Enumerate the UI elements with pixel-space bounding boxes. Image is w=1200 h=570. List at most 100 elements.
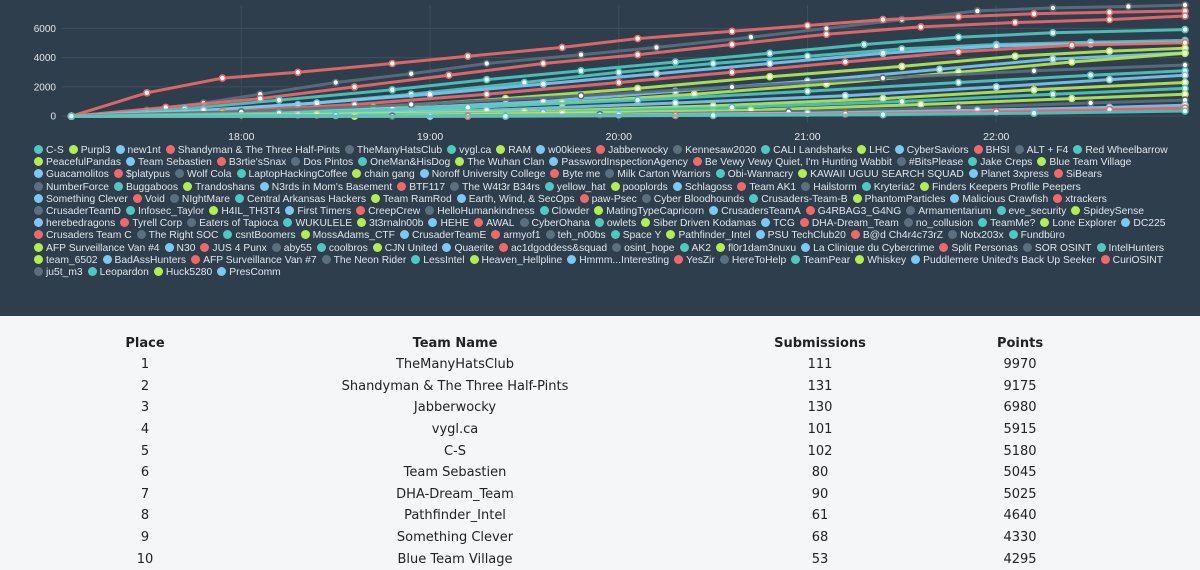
legend-entry[interactable]: teh_n00bs: [545, 230, 606, 242]
legend-entry[interactable]: Quaerite: [442, 242, 494, 255]
legend-entry[interactable]: TCG: [761, 218, 795, 230]
legend-entry[interactable]: Central Arkansas Hackers: [234, 193, 366, 206]
legend-entry[interactable]: Obi-Wannacry: [715, 169, 793, 181]
legend-entry[interactable]: Whiskey: [855, 254, 906, 267]
legend-entry[interactable]: The Wuhan Clan: [455, 157, 544, 169]
legend-entry[interactable]: CuriOSINT: [1100, 254, 1163, 267]
legend-entry[interactable]: ALT + F4: [1014, 145, 1068, 157]
legend-entry[interactable]: La Clinique du Cybercrime: [801, 242, 934, 255]
legend-entry[interactable]: owlets: [594, 218, 636, 230]
legend-entry[interactable]: Schlagoss: [672, 181, 732, 194]
legend-entry[interactable]: BHSI: [973, 145, 1010, 157]
legend-entry[interactable]: SOR OSINT: [1022, 242, 1092, 255]
legend-entry[interactable]: Tyrell Corp: [120, 218, 182, 230]
team-name-cell[interactable]: C-S: [443, 443, 467, 459]
legend-entry[interactable]: PhantomParticles: [852, 193, 945, 206]
legend-entry[interactable]: CrusadersTeamA: [709, 206, 801, 218]
legend-entry[interactable]: herebedragons: [34, 218, 115, 230]
legend-entry[interactable]: 3t3rnaln00b: [357, 218, 423, 230]
legend-entry[interactable]: Byte me: [550, 169, 600, 181]
legend-entry[interactable]: vygl.ca: [447, 145, 491, 157]
legend-entry[interactable]: HelloHumankindness: [425, 206, 535, 218]
legend-entry[interactable]: SiBears: [1053, 169, 1102, 181]
legend-entry[interactable]: Buggaboos: [113, 181, 178, 194]
legend-entry[interactable]: Crusaders-Team-B: [749, 193, 848, 206]
legend-entry[interactable]: ju5t_m3: [34, 267, 83, 279]
legend-entry[interactable]: Kennesaw2020: [673, 145, 756, 157]
legend-entry[interactable]: Team AK1: [737, 181, 796, 194]
legend-entry[interactable]: CALI Landsharks: [761, 145, 852, 157]
legend-entry[interactable]: B3rtie'sSnax: [216, 157, 286, 169]
legend-entry[interactable]: CyberOhana: [519, 218, 590, 230]
legend-entry[interactable]: AFP Surveillance Van #7: [191, 254, 317, 267]
legend-entry[interactable]: Hmmm...Interesting: [567, 254, 669, 267]
legend-entry[interactable]: CJN United: [372, 242, 437, 255]
legend-entry[interactable]: MatingTypeCapricorn: [594, 206, 704, 218]
legend-entry[interactable]: The Right SOC: [136, 230, 218, 242]
team-name-cell[interactable]: Blue Team Village: [397, 551, 513, 567]
legend-entry[interactable]: Leopardon: [87, 267, 149, 279]
legend-entry[interactable]: TeamMe?: [978, 218, 1035, 230]
legend-entry[interactable]: pooplords: [610, 181, 668, 194]
legend-entry[interactable]: new1nt: [115, 145, 161, 157]
legend-entry[interactable]: xtrackers: [1053, 193, 1107, 206]
legend-entry[interactable]: armyof1: [491, 230, 541, 242]
legend-entry[interactable]: CrusaderTeamE: [399, 230, 486, 242]
legend-entry[interactable]: Lone Explorer: [1040, 218, 1116, 230]
legend-entry[interactable]: HereToHelp: [719, 254, 786, 267]
legend-entry[interactable]: fl0r1dam3nuxu: [715, 242, 796, 255]
legend-entry[interactable]: Pathfinder_Intel: [666, 230, 751, 242]
legend-entry[interactable]: Earth, Wind, & SecOps: [456, 193, 575, 206]
legend-entry[interactable]: CreepCrew: [356, 206, 420, 218]
legend-entry[interactable]: Jabberwocky: [596, 145, 668, 157]
team-name-cell[interactable]: Shandyman & The Three Half-Pints: [341, 378, 569, 394]
legend-entry[interactable]: H4IL_TH3T4: [209, 206, 280, 218]
legend-entry[interactable]: yellow_hat: [544, 181, 606, 194]
legend-entry[interactable]: Space Y: [610, 230, 661, 242]
legend-entry[interactable]: PSU TechClub20: [755, 230, 846, 242]
team-name-cell[interactable]: DHA-Dream_Team: [396, 486, 514, 502]
legend-entry[interactable]: Split Personas: [939, 242, 1018, 255]
legend-entry[interactable]: DC225: [1121, 218, 1165, 230]
legend-entry[interactable]: Team RamRod: [371, 193, 452, 206]
legend-entry[interactable]: Heaven_Hellpline: [469, 254, 562, 267]
legend-entry[interactable]: Puddlemere United's Back Up Seeker: [911, 254, 1096, 267]
team-name-cell[interactable]: TheManyHatsClub: [395, 357, 515, 373]
legend-entry[interactable]: Fundbüro: [1008, 230, 1065, 242]
legend-entry[interactable]: WUKULELE: [283, 218, 352, 230]
legend-entry[interactable]: CyberSaviors: [894, 145, 969, 157]
team-name-cell[interactable]: Something Clever: [396, 530, 514, 546]
legend-entry[interactable]: Kryteria2: [861, 181, 915, 194]
legend-entry[interactable]: Cyber Bloodhounds: [641, 193, 744, 206]
legend-entry[interactable]: Team Sebastien: [126, 157, 212, 169]
legend-entry[interactable]: chain gang: [352, 169, 415, 181]
legend-entry[interactable]: CrusaderTeamD: [34, 206, 121, 218]
legend-entry[interactable]: Guacamolitos: [34, 169, 109, 181]
legend-entry[interactable]: NumberForce: [34, 181, 109, 194]
legend-entry[interactable]: Notx203x: [948, 230, 1004, 242]
legend-entry[interactable]: Clowder: [539, 206, 589, 218]
legend-entry[interactable]: Dos Pintos: [291, 157, 353, 169]
legend-entry[interactable]: JUS 4 Punx: [200, 242, 267, 255]
legend-entry[interactable]: The W4t3r B34rs: [450, 181, 540, 194]
legend-entry[interactable]: no_collusion: [903, 218, 973, 230]
legend-entry[interactable]: AFP Surveillance Van #4: [34, 242, 160, 255]
legend-entry[interactable]: BadAssHunters: [102, 254, 186, 267]
legend-entry[interactable]: #BitsPlease: [896, 157, 963, 169]
legend-entry[interactable]: RAM: [496, 145, 531, 157]
legend-entry[interactable]: Noroff University College: [419, 169, 545, 181]
legend-entry[interactable]: LHC: [857, 145, 890, 157]
legend-entry[interactable]: First Timers: [285, 206, 351, 218]
legend-entry[interactable]: Armamentarium: [906, 206, 992, 218]
legend-entry[interactable]: csntBoomers: [223, 230, 296, 242]
legend-entry[interactable]: PeacefulPandas: [34, 157, 121, 169]
legend-entry[interactable]: team_6502: [34, 254, 98, 267]
legend-entry[interactable]: TeamPear: [791, 254, 850, 267]
legend-entry[interactable]: OneMan&HisDog: [358, 157, 450, 169]
legend-entry[interactable]: N3rds in Mom's Basement: [259, 181, 392, 194]
legend-entry[interactable]: Be Vewy Vewy Quiet, I'm Hunting Wabbit: [692, 157, 892, 169]
legend-entry[interactable]: Malicious Crawfish: [950, 193, 1048, 206]
legend-entry[interactable]: coolbros: [316, 242, 368, 255]
legend-entry[interactable]: Void: [132, 193, 165, 206]
legend-entry[interactable]: aby55: [271, 242, 312, 255]
